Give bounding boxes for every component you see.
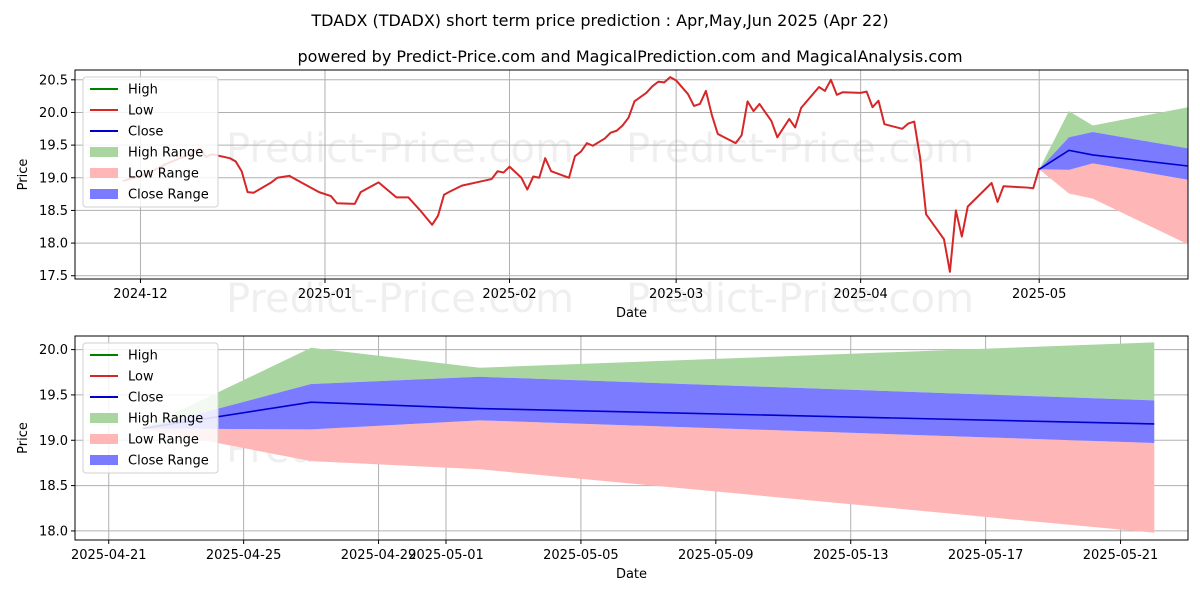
y-tick-label: 19.0: [39, 434, 68, 449]
x-tick-label: 2025-05-13: [813, 548, 889, 563]
legend-patch-swatch: [90, 189, 118, 199]
x-tick-label: 2025-05-17: [948, 548, 1024, 563]
x-tick-label: 2025-04-25: [206, 548, 282, 563]
x-tick-label: 2025-05: [1012, 287, 1066, 302]
y-tick-label: 18.0: [39, 524, 68, 539]
watermark-text: Predict-Price.com: [226, 276, 574, 322]
y-tick-label: 19.5: [39, 139, 68, 154]
legend-label: High Range: [128, 412, 203, 427]
x-tick-label: 2025-04-29: [341, 548, 417, 563]
x-tick-label: 2025-01: [298, 287, 352, 302]
legend-label: Close Range: [128, 454, 209, 469]
bottom-panel: Predict-Price.com Predict-Price.com 2025…: [16, 335, 1189, 582]
legend-close: Close: [90, 125, 163, 140]
low-range-area: [142, 420, 1155, 533]
legend-high-range: High Range: [90, 146, 203, 161]
high-range-area: [142, 342, 1155, 429]
high-range-area: [1039, 107, 1188, 170]
y-tick-label: 18.5: [39, 479, 68, 494]
low-series-line: [122, 76, 1041, 273]
watermark-text: Predict-Price.com: [626, 276, 974, 322]
x-axis-label: Date: [616, 567, 647, 582]
y-tick-label: 18.5: [39, 204, 68, 219]
top-panel: Predict-Price.com Predict-Price.com Pred…: [16, 69, 1189, 322]
y-axis-label: Price: [16, 159, 31, 191]
chart-subtitle: powered by Predict-Price.com and Magical…: [297, 47, 962, 66]
x-tick-label: 2025-04: [833, 287, 887, 302]
legend-label: Low: [128, 370, 154, 385]
legend-label: Low Range: [128, 433, 199, 448]
range-areas: [1039, 107, 1188, 245]
legend-label: Close: [128, 125, 163, 140]
close-range-area: [142, 376, 1155, 443]
legend-label: High Range: [128, 146, 203, 161]
y-tick-label: 19.0: [39, 171, 68, 186]
chart-title: TDADX (TDADX) short term price predictio…: [310, 11, 888, 30]
x-tick-label: 2024-12: [113, 287, 167, 302]
y-tick-label: 20.5: [39, 73, 68, 88]
legend-low-range: Low Range: [90, 433, 199, 448]
y-axis: 18.0 18.5 19.0 19.5 20.0: [39, 343, 75, 539]
legend-patch-swatch: [90, 168, 118, 178]
range-areas: [142, 342, 1155, 533]
y-tick-label: 20.0: [39, 106, 68, 121]
x-tick-label: 2025-05-21: [1083, 548, 1159, 563]
x-axis: 2024-12 2025-01 2025-02 2025-03 2025-04 2025-…: [113, 279, 1066, 302]
watermark-text: Predict-Price.com: [226, 126, 574, 172]
legend-high: High: [90, 83, 158, 98]
x-tick-label: 2025-05-05: [543, 548, 619, 563]
x-tick-label: 2025-05-01: [408, 548, 484, 563]
close-range-area: [1039, 132, 1188, 180]
plot-frame: [74, 335, 1189, 541]
plot-frame: [74, 69, 1189, 280]
legend-label: Low: [128, 104, 154, 119]
low-range-area: [1039, 163, 1188, 245]
legend: High Low Close High Range Low Range Close Ran…: [82, 76, 219, 208]
x-axis: 2025-04-21 2025-04-25 2025-04-292025-05-01…: [71, 540, 1158, 563]
legend-low: Low: [90, 104, 154, 119]
series-lines: [122, 76, 1189, 273]
legend-label: Low Range: [128, 167, 199, 182]
x-axis-label: Date: [616, 306, 647, 321]
x-tick-label: 2025-02: [482, 287, 536, 302]
legend-patch-swatch: [90, 413, 118, 423]
legend-patch-swatch: [90, 455, 118, 465]
y-tick-label: 17.5: [39, 269, 68, 284]
legend-label: High: [128, 83, 158, 98]
legend-label: Close Range: [128, 188, 209, 203]
y-tick-label: 20.0: [39, 343, 68, 358]
legend-label: Close: [128, 391, 163, 406]
legend-low-range: Low Range: [90, 167, 199, 182]
legend-high: High: [90, 349, 158, 364]
legend-low: Low: [90, 370, 154, 385]
legend: High Low Close High Range Low Range Close Ran…: [82, 342, 219, 474]
legend-patch-swatch: [90, 434, 118, 444]
y-axis: 17.5 18.0 18.5 19.0 19.5 20.0 20.5: [39, 73, 75, 284]
x-tick-label: 2025-03: [649, 287, 703, 302]
y-tick-label: 18.0: [39, 237, 68, 252]
legend-close-range: Close Range: [90, 454, 209, 469]
y-tick-label: 19.5: [39, 388, 68, 403]
legend-patch-swatch: [90, 147, 118, 157]
x-tick-label: 2025-05-09: [678, 548, 754, 563]
legend-label: High: [128, 349, 158, 364]
series-lines: [142, 401, 1155, 430]
close-series-line: [1038, 149, 1189, 170]
legend-high-range: High Range: [90, 412, 203, 427]
legend-close: Close: [90, 391, 163, 406]
x-tick-label: 2025-04-21: [71, 548, 147, 563]
close-series-line: [142, 401, 1155, 430]
y-axis-label: Price: [16, 422, 31, 454]
legend-close-range: Close Range: [90, 188, 209, 203]
